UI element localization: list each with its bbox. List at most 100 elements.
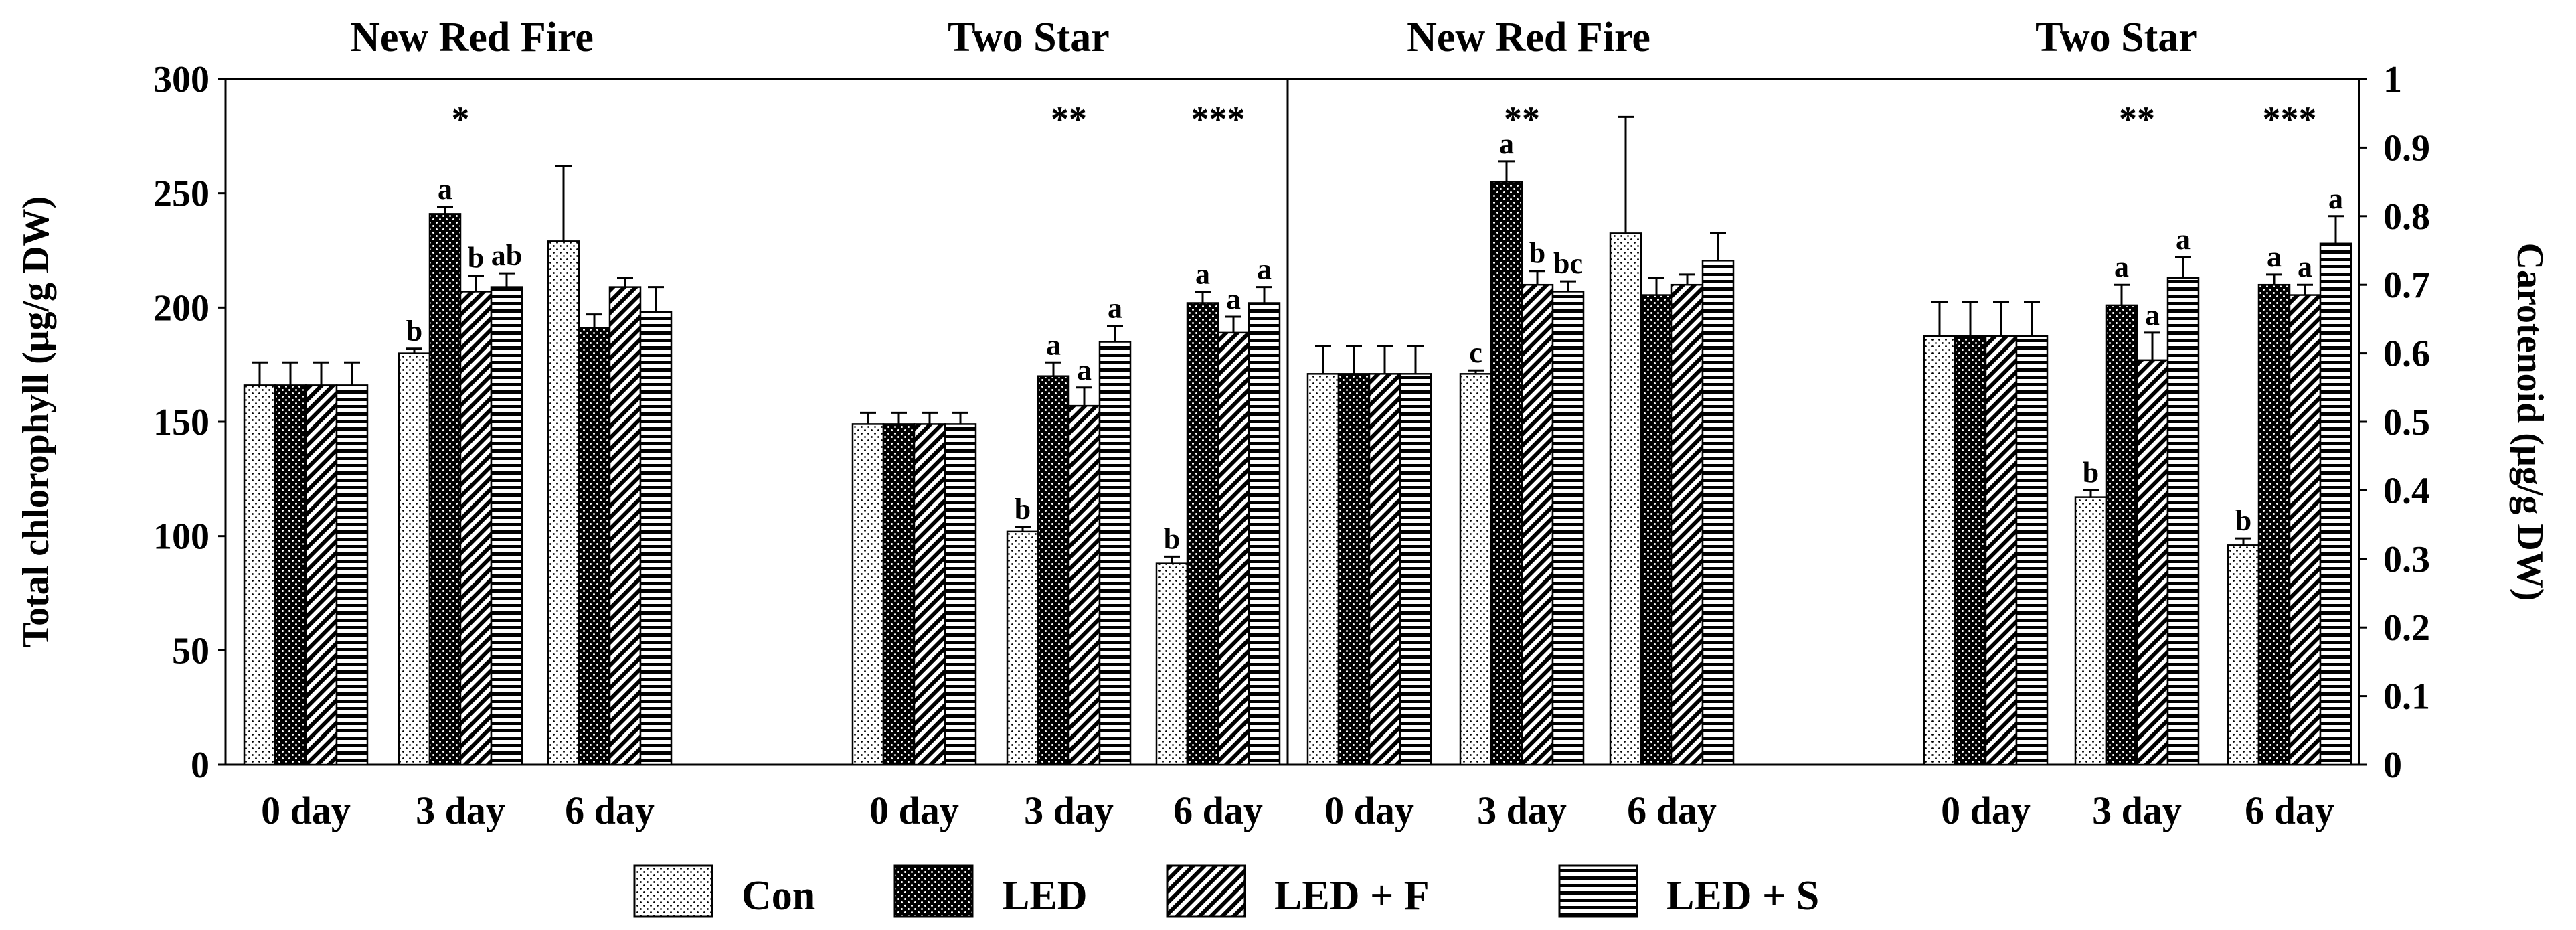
bar [1186, 302, 1219, 766]
legend-swatch [1166, 864, 1246, 918]
bar [490, 286, 523, 766]
bar [1006, 530, 1039, 766]
x-category-label: 0 day [1941, 789, 2031, 832]
cultivar-title: Two Star [948, 15, 1110, 60]
significance-letter: a [1046, 328, 1061, 361]
bar [639, 311, 673, 766]
x-category-label: 3 day [2092, 789, 2182, 832]
x-category-label: 6 day [1173, 789, 1263, 832]
cultivar-title: New Red Fire [1407, 15, 1650, 60]
bar [1923, 335, 1956, 766]
bar [2074, 496, 2108, 766]
significance-letter: b [2083, 456, 2099, 489]
significance-letter: bc [1553, 247, 1583, 280]
y-tick-label: 200 [153, 287, 209, 329]
bar [1306, 373, 1340, 766]
significance-letter: ab [491, 239, 522, 272]
significance-letter: a [2176, 223, 2191, 256]
x-category-label: 6 day [2245, 789, 2334, 832]
y-tick-label: 300 [153, 59, 209, 100]
x-category-label: 3 day [416, 789, 505, 832]
bar [1248, 302, 1281, 766]
y-tick-label: 50 [172, 630, 209, 672]
carotenoid-panel: 0 0.1 0.2 0.3 0.4 0.5 0.6 0.7 0.8 0.9 1 Carotenoid … [1286, 15, 2551, 832]
legend-label: LED + S [1666, 873, 1819, 919]
significance-stars: ** [1504, 99, 1540, 139]
significance-letter: a [2298, 250, 2312, 283]
significance-letter: a [1257, 253, 1272, 286]
y-axis-label: Carotenoid (μg/g DW) [2509, 243, 2551, 601]
bar [1521, 283, 1554, 766]
y-tick-label: 0.2 [2383, 607, 2430, 649]
significance-letter: a [1077, 354, 1092, 386]
y-tick-label: 0.5 [2383, 402, 2430, 443]
y-tick-label: 0.7 [2383, 264, 2430, 306]
x-category-label: 6 day [1627, 789, 1717, 832]
bar [882, 423, 916, 766]
x-category-label: 0 day [261, 789, 351, 832]
x-category-label: 0 day [1324, 789, 1414, 832]
x-category-label: 3 day [1477, 789, 1567, 832]
x-category-label: 6 day [565, 789, 655, 832]
y-tick-label: 0.1 [2383, 676, 2430, 718]
significance-letter: b [1015, 493, 1031, 526]
bar [2227, 544, 2260, 766]
legend-swatch [1558, 864, 1638, 918]
significance-letter: b [1164, 522, 1180, 555]
bar [1551, 291, 1585, 766]
significance-letter: a [2328, 182, 2343, 215]
y-tick-label: 0 [2383, 745, 2402, 786]
bar [1670, 283, 1704, 766]
y-axis-label: Total chlorophyll (μg/g DW) [15, 196, 57, 647]
bar [1337, 373, 1371, 766]
bar [608, 286, 642, 766]
significance-letter: b [2235, 504, 2251, 537]
bar [2319, 242, 2352, 766]
bar [2136, 359, 2169, 766]
significance-stars: *** [2263, 99, 2317, 139]
significance-letter: a [1226, 283, 1241, 315]
legend-label: Con [742, 873, 815, 919]
bar [1984, 335, 2018, 766]
significance-letter: a [1195, 257, 1210, 290]
bar [2105, 304, 2138, 766]
bar [1459, 373, 1492, 766]
bar [1368, 373, 1401, 766]
significance-letter: a [438, 173, 452, 206]
y-tick-label: 1 [2383, 59, 2402, 100]
y-tick-label: 250 [153, 173, 209, 215]
y-tick-label: 0.9 [2383, 127, 2430, 169]
y-tick-label: 0.3 [2383, 539, 2430, 580]
cultivar-title: New Red Fire [350, 15, 594, 60]
significance-letter: a [1499, 127, 1514, 160]
legend-label: LED [1002, 873, 1087, 919]
significance-letter: c [1469, 336, 1482, 369]
bar [1701, 260, 1735, 766]
bar [1640, 294, 1673, 766]
bar [1217, 331, 1250, 766]
bar [305, 384, 338, 766]
chlorophyll-panel: 0 50 100 150 200 250 300 Total chlorophyll (μg/… [15, 15, 1289, 832]
x-category-label: 0 day [869, 789, 959, 832]
bar [274, 384, 307, 766]
bar [913, 423, 946, 766]
legend-label: LED + F [1274, 873, 1430, 919]
significance-stars: ** [1051, 99, 1087, 139]
legend: Con LED LED + F LED + S [633, 864, 1819, 919]
bar [398, 352, 431, 766]
bar [578, 327, 611, 766]
bar [428, 213, 462, 766]
significance-letter: a [2145, 299, 2160, 331]
bar [1954, 335, 1987, 766]
bar [1098, 341, 1132, 766]
significance-letter: a [2267, 240, 2282, 273]
y-tick-label: 0.6 [2383, 333, 2430, 375]
bar [547, 240, 580, 766]
significance-stars: *** [1191, 99, 1246, 139]
significance-letter: b [1529, 237, 1545, 270]
bar [1155, 562, 1189, 766]
significance-letter: b [406, 315, 422, 347]
bar [1609, 232, 1642, 766]
bar [2257, 283, 2291, 766]
